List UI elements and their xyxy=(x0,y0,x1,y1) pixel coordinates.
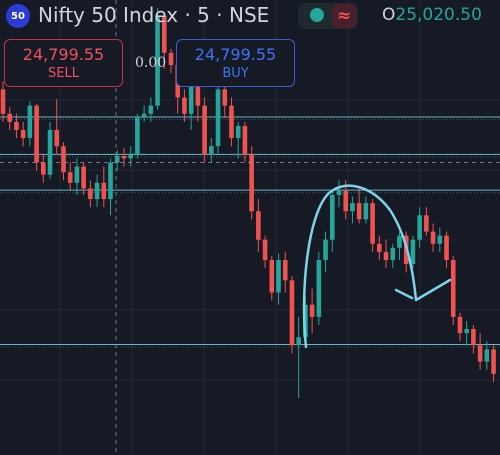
candle-down xyxy=(81,166,86,189)
candle-down xyxy=(450,260,456,317)
candle-up xyxy=(155,16,160,106)
candle-up xyxy=(114,156,120,163)
candle-up xyxy=(390,247,396,260)
candle-down xyxy=(477,345,483,362)
candle-down xyxy=(61,146,66,173)
chart-header: 50 Nifty 50 Index · 5 · NSE ≈ O25,020.50 xyxy=(0,0,500,34)
candle-up xyxy=(135,117,140,155)
candle-down xyxy=(34,105,39,163)
horizontal-lines[interactable] xyxy=(0,116,500,348)
freehand-drawing[interactable] xyxy=(302,184,452,349)
candle-up xyxy=(464,329,469,334)
candle-up xyxy=(316,260,322,317)
candle-up xyxy=(336,190,342,195)
candle-down xyxy=(54,130,60,147)
drawing-stroke[interactable] xyxy=(302,184,452,349)
candle-up xyxy=(410,239,416,265)
candle-down xyxy=(444,235,449,260)
ohlc-label: O xyxy=(382,5,396,25)
candle-down xyxy=(256,211,261,240)
candle-down xyxy=(383,251,389,260)
wave-icon[interactable]: ≈ xyxy=(332,4,356,28)
candle-down xyxy=(121,156,127,159)
symbol-badge[interactable]: 50 xyxy=(6,4,30,28)
candle-down xyxy=(101,182,107,200)
buy-button[interactable]: 24,799.55 BUY xyxy=(176,39,295,87)
candle-down xyxy=(7,113,13,122)
candle-down xyxy=(41,162,46,175)
candle-up xyxy=(437,235,443,244)
candle-up xyxy=(108,162,113,200)
candle-up xyxy=(329,195,335,240)
candle-down xyxy=(67,172,73,183)
candle-down xyxy=(356,203,362,220)
candle-down xyxy=(424,215,429,232)
buy-price: 24,799.55 xyxy=(194,44,277,64)
status-dot-icon[interactable] xyxy=(310,8,324,22)
candle-down xyxy=(370,203,375,244)
candle-down xyxy=(289,280,295,346)
candle-down xyxy=(249,154,254,212)
candle-down xyxy=(282,260,288,281)
candle-down xyxy=(168,52,174,65)
candle-up xyxy=(235,125,241,139)
candle-up xyxy=(417,215,422,240)
candle-up xyxy=(397,235,402,248)
symbol-title[interactable]: Nifty 50 Index · 5 · NSE xyxy=(38,3,270,27)
candle-down xyxy=(229,105,234,139)
buy-label: BUY xyxy=(222,65,249,81)
sell-button[interactable]: 24,799.55 SELL xyxy=(4,39,123,87)
candle-down xyxy=(14,121,19,130)
candle-up xyxy=(484,349,490,362)
candle-up xyxy=(188,65,194,114)
candle-down xyxy=(161,16,167,53)
candle-up xyxy=(47,130,53,175)
candle-down xyxy=(269,260,275,293)
candle-down xyxy=(309,304,315,317)
candle-down xyxy=(377,243,382,252)
candle-up xyxy=(215,89,221,147)
candle-down xyxy=(343,190,349,212)
sell-price: 24,799.55 xyxy=(22,44,105,64)
candle-up xyxy=(148,105,154,114)
sell-label: SELL xyxy=(48,65,79,81)
candle-down xyxy=(430,231,436,244)
ohlc-value: 25,020.50 xyxy=(395,5,482,25)
ohlc-readout: O25,020.50 xyxy=(382,5,482,25)
candle-down xyxy=(242,125,248,155)
candle-down xyxy=(88,188,93,200)
candle-down xyxy=(491,349,496,374)
candle-up xyxy=(27,105,33,139)
candle-up xyxy=(74,166,80,183)
candle-up xyxy=(94,182,100,200)
candle-down xyxy=(222,89,228,106)
spread-value: 0.00 xyxy=(135,55,167,71)
candle-up xyxy=(363,203,369,220)
candle-down xyxy=(0,89,6,114)
candle-up xyxy=(323,239,328,260)
candle-down xyxy=(182,97,187,114)
candle-up xyxy=(128,154,133,159)
candle-down xyxy=(262,239,268,260)
candle-down xyxy=(20,130,26,139)
candle-up xyxy=(209,146,214,155)
candle-up xyxy=(296,337,301,346)
candle-down xyxy=(202,105,207,155)
candle-down xyxy=(457,316,463,334)
candle-up xyxy=(276,260,281,293)
candle-down xyxy=(471,329,476,346)
candle-up xyxy=(350,203,355,212)
candle-up xyxy=(141,113,147,118)
